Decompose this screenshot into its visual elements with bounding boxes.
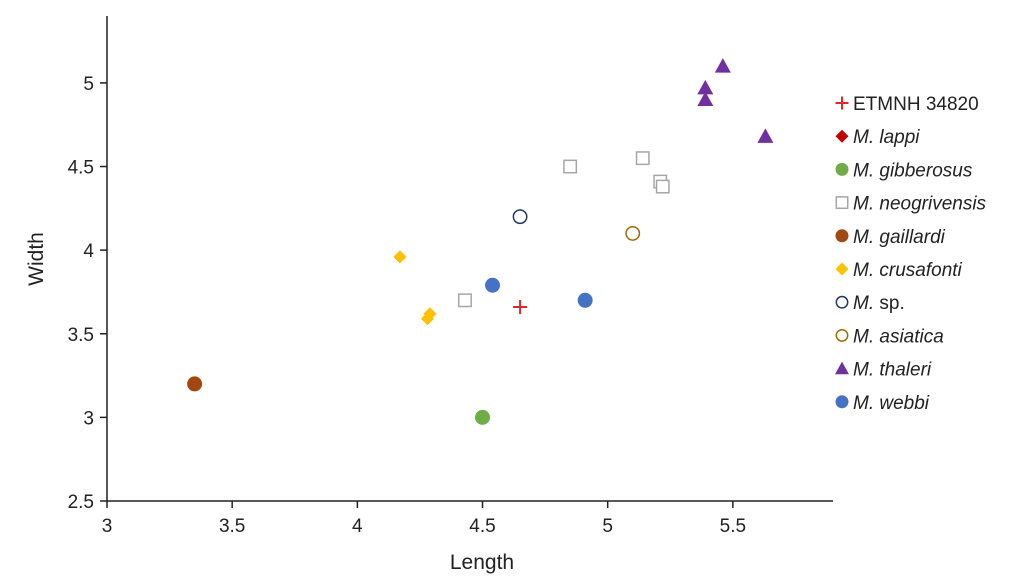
legend-label: M. neogrivensis [853,194,987,215]
y-tick-label: 4 [83,241,94,262]
legend-label-suffix: sp. [874,293,905,314]
y-tick-label: 3.5 [68,325,94,346]
axes [106,16,833,502]
y-tick-label: 5 [83,74,94,95]
legend-label: M. crusafonti [853,260,963,281]
legend-marker [835,361,849,375]
y-axis-title: Width [25,232,48,286]
x-axis-title: Length [450,551,514,574]
legend-marker [835,229,849,243]
x-tick-group: 3 3.5 4 4.5 5 5.5 [102,501,746,537]
legend: ETMNH 34820 M. lappi M. gibberosus M. neogr… [835,94,987,414]
legend-label: M. lappi [853,127,920,148]
legend-label-main: M. webbi [853,393,930,414]
legend-marker [835,162,849,176]
legend-label-main: M. gaillardi [853,227,946,248]
legend-marker [835,295,849,309]
legend-label-main: M. crusafonti [853,260,963,281]
y-tick-label: 4.5 [68,158,94,179]
legend-label-main: ETMNH 34820 [853,94,979,115]
legend-label-main: M. lappi [853,127,920,148]
data-point [625,225,641,241]
data-point [757,128,774,143]
legend-label: M. sp. [853,293,905,314]
legend-label: M. gibberosus [853,160,973,181]
data-point [393,250,407,264]
legend-marker [835,262,849,276]
legend-label-main: M. [853,293,874,314]
x-tick-label: 4 [352,516,363,537]
legend-marker [835,328,849,342]
data-point [635,151,650,166]
y-tick-group: 2.5 3 3.5 4 4.5 5 [68,74,107,513]
data-point [187,376,203,392]
legend-label-main: M. neogrivensis [853,194,987,215]
data-point [485,277,501,293]
legend-marker [835,196,849,210]
data-point [423,307,437,321]
legend-label: M. thaleri [853,360,932,381]
legend-label: M. asiatica [853,326,944,347]
data-points [187,58,774,425]
legend-marker [835,395,849,409]
legend-label-main: M. asiatica [853,326,944,347]
legend-label: M. gaillardi [853,227,946,248]
legend-label-main: M. gibberosus [853,160,973,181]
data-point [458,293,472,308]
y-tick-label: 3 [83,408,94,429]
legend-marker [835,129,849,143]
y-tick-label: 2.5 [68,492,94,513]
x-tick-label: 5.5 [720,516,746,537]
legend-marker [835,96,849,110]
x-tick-label: 4.5 [469,516,495,537]
x-tick-label: 3 [102,516,113,537]
legend-label: M. webbi [853,393,930,414]
data-point [475,409,491,425]
x-tick-label: 3.5 [219,516,245,537]
legend-label: ETMNH 34820 [853,94,979,115]
data-point [697,79,714,95]
data-point [563,159,578,174]
data-point [714,58,731,73]
data-point [655,179,670,194]
data-point [513,300,528,314]
x-tick-label: 5 [602,516,613,537]
data-point [512,209,528,225]
legend-label-main: M. thaleri [853,360,932,381]
data-point [577,292,593,308]
data-point [697,91,714,107]
